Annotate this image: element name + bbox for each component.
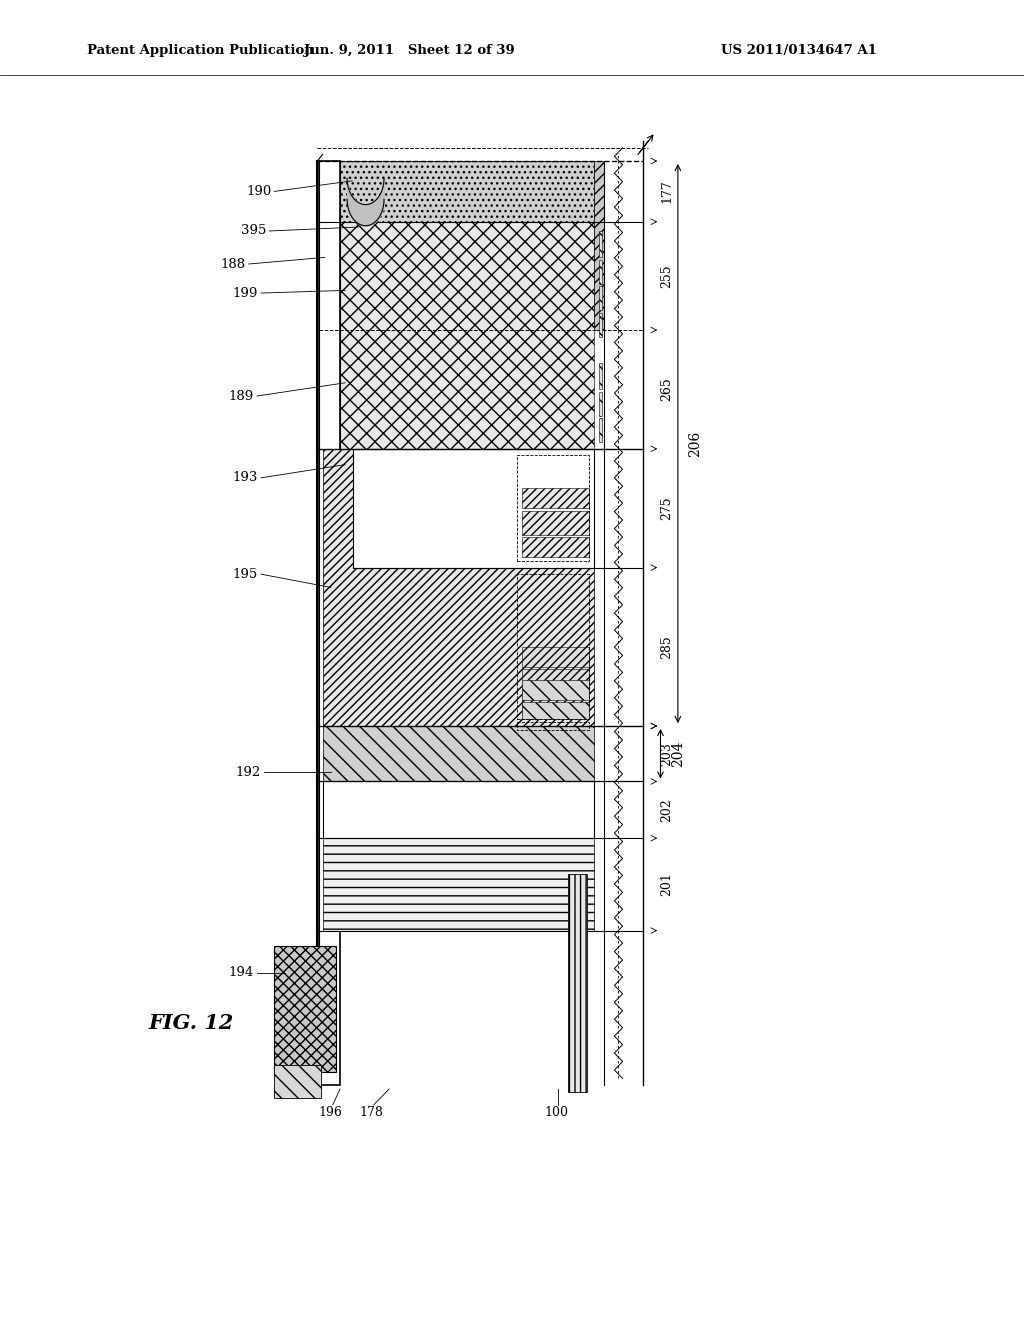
Text: 194: 194 — [228, 966, 254, 979]
Bar — [599, 313, 602, 337]
Bar — [599, 286, 602, 310]
Bar — [568, 874, 587, 1092]
Text: US 2011/0134647 A1: US 2011/0134647 A1 — [721, 44, 877, 57]
Bar — [599, 418, 602, 442]
Text: 177: 177 — [660, 180, 674, 203]
Bar — [522, 702, 589, 719]
Text: 196: 196 — [318, 1106, 343, 1119]
Bar — [319, 161, 340, 1085]
Text: 193: 193 — [232, 471, 258, 484]
Text: Jun. 9, 2011   Sheet 12 of 39: Jun. 9, 2011 Sheet 12 of 39 — [304, 44, 515, 57]
Text: 204: 204 — [671, 741, 685, 767]
Bar — [522, 669, 589, 693]
Text: 188: 188 — [220, 257, 246, 271]
Bar — [340, 161, 594, 449]
Bar — [522, 647, 589, 667]
Bar — [323, 838, 594, 931]
Text: 203: 203 — [660, 742, 674, 766]
Text: 192: 192 — [236, 766, 261, 779]
Bar — [599, 392, 602, 416]
Text: FIG. 12: FIG. 12 — [148, 1012, 233, 1034]
Bar — [274, 1065, 321, 1098]
Text: 395: 395 — [241, 224, 266, 238]
Bar — [323, 726, 594, 781]
Text: 189: 189 — [228, 389, 254, 403]
Bar — [522, 537, 589, 557]
Bar — [323, 449, 594, 726]
Bar — [599, 363, 602, 389]
Bar — [522, 680, 589, 700]
Text: 206: 206 — [688, 430, 702, 457]
Bar — [522, 488, 589, 508]
Bar — [599, 231, 602, 257]
Text: 285: 285 — [660, 635, 674, 659]
Text: 275: 275 — [660, 496, 674, 520]
Text: 100: 100 — [544, 1106, 568, 1119]
Text: 195: 195 — [232, 568, 258, 581]
Text: Patent Application Publication: Patent Application Publication — [87, 44, 313, 57]
Bar — [522, 511, 589, 535]
Bar — [594, 161, 604, 330]
Bar — [340, 161, 594, 222]
Bar — [274, 946, 336, 1072]
Bar — [599, 260, 602, 284]
Bar — [323, 781, 594, 838]
Text: 265: 265 — [660, 378, 674, 401]
Text: 178: 178 — [359, 1106, 384, 1119]
Text: 202: 202 — [660, 799, 674, 821]
Bar — [522, 696, 589, 715]
Bar — [353, 449, 594, 568]
Text: 255: 255 — [660, 264, 674, 288]
Text: 201: 201 — [660, 873, 674, 896]
Text: 199: 199 — [232, 286, 258, 300]
Text: 190: 190 — [246, 185, 271, 198]
